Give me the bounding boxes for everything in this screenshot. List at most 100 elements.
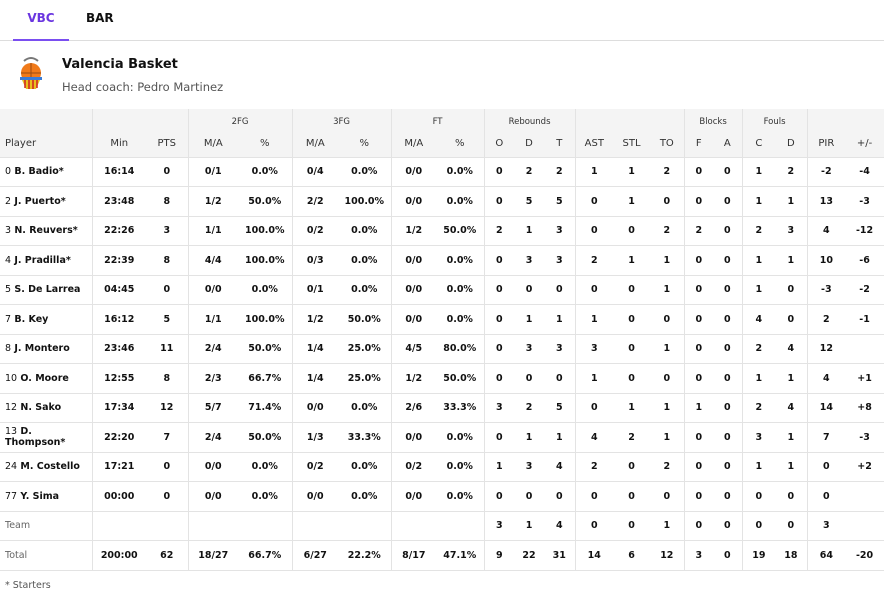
stat-cell: 0/2 [291, 451, 339, 482]
player-cell[interactable]: 8 J. Montero [0, 333, 92, 364]
stat-cell: 1 [741, 245, 776, 275]
stat-cell: 0 [713, 274, 743, 305]
column-header[interactable]: Player [0, 130, 92, 157]
stat-cell: 0 [683, 304, 714, 334]
column-header[interactable]: T [544, 130, 576, 157]
column-header[interactable]: STL [613, 130, 651, 157]
column-header[interactable]: A [713, 130, 743, 157]
column-header[interactable]: AST [574, 130, 614, 157]
column-header[interactable]: D [514, 130, 545, 157]
stat-cell: 1 [514, 304, 545, 334]
player-name[interactable]: N. Reuvers* [14, 225, 78, 237]
player-name[interactable]: D. Thompson* [5, 426, 66, 449]
player-cell[interactable]: 13 D. Thompson* [0, 422, 92, 452]
stat-cell: 2 [514, 392, 545, 423]
column-header[interactable]: TO [650, 130, 685, 157]
footnote: * Starters [5, 580, 51, 591]
stat-cell: 8 [146, 363, 188, 393]
column-header[interactable]: F [683, 130, 714, 157]
player-row: 5 S. De Larrea 04:45 0 0/0 0.0% 0/1 0.0% 0/0 0.0… [0, 274, 884, 305]
player-name[interactable]: B. Badio* [14, 166, 64, 178]
column-header[interactable]: M/A [291, 130, 339, 157]
head-coach: Head coach: Pedro Martinez [62, 80, 224, 94]
column-header[interactable]: C [741, 130, 776, 157]
column-header[interactable]: Min [91, 130, 146, 157]
stat-cell: 0 [544, 363, 576, 393]
stat-cell: 0 [574, 215, 614, 246]
stat-cell: 13 [806, 186, 846, 216]
player-name[interactable]: J. Puerto* [14, 195, 66, 207]
stat-cell: 1 [544, 422, 576, 452]
stat-cell: 0.0% [436, 274, 485, 305]
stat-cell: 1 [775, 245, 808, 275]
stat-cell: 1 [650, 245, 685, 275]
stat-cell: 0/4 [291, 156, 339, 187]
column-header[interactable]: D [775, 130, 808, 157]
stat-cell: 0.0% [338, 392, 392, 423]
stat-cell: 0 [613, 304, 651, 334]
stat-cell: 0/0 [390, 274, 437, 305]
stat-cell: 0 [483, 481, 515, 511]
stat-cell: 0 [650, 481, 685, 511]
stat-cell: 18 [775, 540, 808, 571]
player-cell[interactable]: 5 S. De Larrea [0, 274, 92, 305]
column-header[interactable]: O [483, 130, 515, 157]
column-header[interactable]: PIR [806, 130, 846, 157]
tab-vbc[interactable]: VBC [13, 11, 69, 41]
player-name[interactable]: B. Key [14, 313, 49, 325]
stat-cell: 2 [574, 451, 614, 482]
stat-cell: 0 [613, 274, 651, 305]
stat-cell: 0 [146, 274, 188, 305]
column-header[interactable]: PTS [146, 130, 188, 157]
stat-cell: 2 [741, 392, 776, 423]
player-cell[interactable]: 0 B. Badio* [0, 156, 92, 187]
stat-cell: 0 [741, 510, 776, 541]
column-header[interactable]: % [436, 130, 485, 157]
player-name[interactable]: O. Moore [20, 372, 69, 384]
player-number: 0 [5, 166, 12, 178]
stat-cell: 0 [713, 215, 743, 246]
player-cell[interactable]: 24 M. Costello [0, 451, 92, 482]
stat-cell: 1 [650, 422, 685, 452]
column-header[interactable]: % [238, 130, 293, 157]
stat-cell: 0 [713, 540, 743, 571]
stat-cell: 0 [806, 481, 846, 511]
column-header[interactable]: +/- [845, 130, 884, 157]
player-cell[interactable]: 12 N. Sako [0, 392, 92, 423]
player-cell[interactable]: 2 J. Puerto* [0, 186, 92, 216]
column-header[interactable]: M/A [390, 130, 437, 157]
stat-cell: 0.0% [338, 481, 392, 511]
stat-cell: 6/27 [291, 540, 339, 571]
player-name[interactable]: J. Pradilla* [14, 254, 71, 266]
stat-cell: 0 [483, 333, 515, 364]
player-number: 7 [5, 313, 12, 325]
stat-cell: -4 [845, 156, 884, 187]
stat-cell: 4 [775, 333, 808, 364]
stat-cell: 12 [806, 333, 846, 364]
stat-cell: 1 [741, 186, 776, 216]
stat-cell: -3 [845, 422, 884, 452]
column-header[interactable]: M/A [187, 130, 238, 157]
stat-cell: 62 [146, 540, 188, 571]
column-header[interactable]: % [338, 130, 392, 157]
player-name[interactable]: M. Costello [20, 461, 80, 473]
stat-cell: 80.0% [436, 333, 485, 364]
player-cell[interactable]: 77 Y. Sima [0, 481, 92, 511]
player-cell[interactable]: 10 O. Moore [0, 363, 92, 393]
group-header-row: 2FG 3FG FT Rebounds Blocks Fouls [0, 109, 884, 130]
player-name[interactable]: N. Sako [20, 402, 62, 414]
player-name[interactable]: J. Montero [14, 343, 70, 355]
column-header-row: Player Min PTS M/A% M/A% M/A% O D T AST STL TO F A C D P… [0, 130, 884, 157]
total-row-label: Total [0, 540, 92, 571]
player-name[interactable]: Y. Sima [20, 490, 60, 502]
stat-cell: 0.0% [338, 156, 392, 187]
tab-bar[interactable]: BAR [86, 11, 114, 25]
stat-cell: 3 [544, 215, 576, 246]
stat-cell: 1 [775, 422, 808, 452]
player-name[interactable]: S. De Larrea [14, 284, 81, 296]
player-cell[interactable]: 4 J. Pradilla* [0, 245, 92, 275]
player-row: 77 Y. Sima 00:00 0 0/0 0.0% 0/0 0.0% 0/0 0.0% 0 0 0… [0, 481, 884, 511]
player-cell[interactable]: 3 N. Reuvers* [0, 215, 92, 246]
stat-cell: 0.0% [238, 481, 293, 511]
player-cell[interactable]: 7 B. Key [0, 304, 92, 334]
